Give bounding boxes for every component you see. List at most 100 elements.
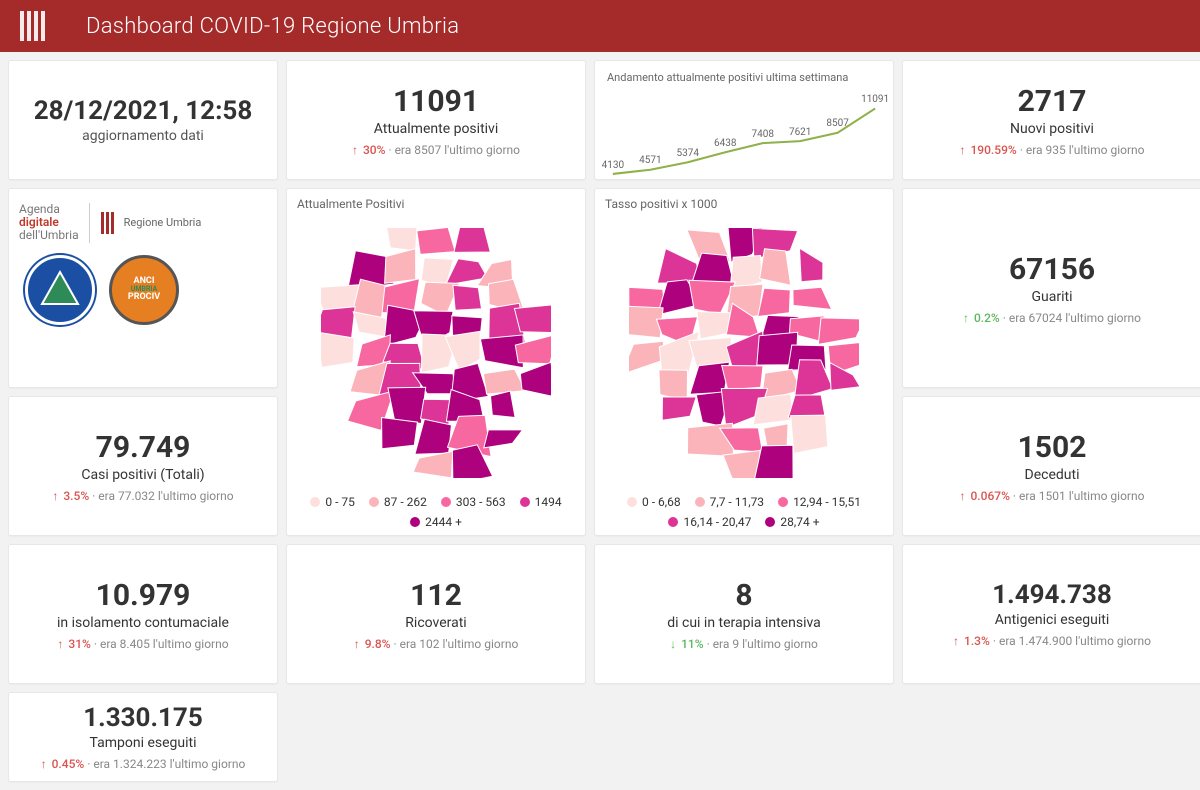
stat-label: in isolamento contumaciale bbox=[57, 615, 229, 631]
anci-prociv-badge: ANCI UMBRIA PROCIV bbox=[109, 255, 179, 325]
legend-item: 1494 bbox=[520, 495, 562, 509]
arrow-up-icon: ↑ bbox=[963, 311, 969, 325]
stat-value: 1.330.175 bbox=[83, 703, 203, 733]
legend-item: 7,7 - 11,73 bbox=[695, 495, 764, 509]
stat-pct: 1.3% bbox=[964, 634, 990, 648]
legend-item: 303 - 563 bbox=[441, 495, 506, 509]
map-region[interactable] bbox=[722, 366, 763, 390]
map-region[interactable] bbox=[514, 305, 551, 333]
map-region[interactable] bbox=[753, 394, 793, 425]
map-region[interactable] bbox=[417, 228, 455, 254]
stat-prev: era 8.405 l'ultimo giorno bbox=[100, 637, 229, 651]
card-guariti: 67156 Guariti ↑ 0.2% · era 67024 l'ultim… bbox=[902, 188, 1200, 388]
card-deceased: 1502 Deceduti ↑ 0.067% · era 1501 l'ulti… bbox=[902, 396, 1200, 536]
spark-point-label: 8507 bbox=[826, 118, 848, 129]
region-label: Regione Umbria bbox=[124, 216, 202, 229]
stat-value: 2717 bbox=[1018, 84, 1087, 119]
map-region[interactable] bbox=[791, 415, 828, 453]
stat-value: 1.494.738 bbox=[992, 580, 1112, 610]
stat-label: Ricoverati bbox=[405, 615, 466, 631]
spark-point-label: 4130 bbox=[602, 160, 624, 171]
arrow-up-icon: ↑ bbox=[352, 143, 358, 157]
map-region[interactable] bbox=[760, 249, 791, 285]
map-region[interactable] bbox=[794, 360, 833, 400]
card-antigen: 1.494.738 Antigenici eseguiti ↑ 1.3% · e… bbox=[902, 544, 1200, 684]
legend-dot-icon bbox=[627, 497, 637, 507]
map-region[interactable] bbox=[415, 419, 452, 454]
protezione-civile-badge bbox=[25, 255, 95, 325]
stat-prev: era 1.474.900 l'ultimo giorno bbox=[999, 634, 1151, 648]
stat-delta: ↑ 0.45% · era 1.324.223 l'ultimo giorno bbox=[41, 757, 246, 771]
stat-prev: era 935 l'ultimo giorno bbox=[1026, 143, 1145, 157]
arrow-up-icon: ↑ bbox=[960, 489, 966, 503]
legend-item: 0 - 75 bbox=[310, 495, 355, 509]
map-title: Attualmente Positivi bbox=[297, 197, 575, 211]
map-region[interactable] bbox=[385, 228, 417, 251]
legend-label: 87 - 262 bbox=[384, 495, 427, 509]
legend-dot-icon bbox=[441, 497, 451, 507]
legend-label: 7,7 - 11,73 bbox=[710, 495, 764, 509]
arrow-up-icon: ↑ bbox=[57, 637, 63, 651]
stat-label: Attualmente positivi bbox=[374, 121, 498, 137]
map-region[interactable] bbox=[793, 287, 832, 309]
map-region[interactable] bbox=[818, 318, 859, 345]
stat-delta: ↑ 1.3% · era 1.474.900 l'ultimo giorno bbox=[953, 634, 1151, 648]
map-region[interactable] bbox=[385, 249, 416, 284]
stat-value: 11091 bbox=[393, 84, 479, 119]
region-bars-icon bbox=[100, 211, 118, 235]
stat-delta: ↑ 0.067% · era 1501 l'ultimo giorno bbox=[960, 489, 1145, 503]
map-region[interactable] bbox=[520, 362, 551, 397]
card-hospitalized: 112 Ricoverati ↑ 9.8% · era 102 l'ultimo… bbox=[286, 544, 586, 684]
region-logo-icon bbox=[18, 9, 52, 43]
legend-dot-icon bbox=[695, 497, 705, 507]
stat-pct: 3.5% bbox=[63, 489, 89, 503]
map-region[interactable] bbox=[662, 397, 696, 420]
map-region[interactable] bbox=[723, 450, 760, 478]
map-title: Tasso positivi x 1000 bbox=[605, 197, 883, 211]
legend-dot-icon bbox=[778, 497, 788, 507]
region-small-logo: Regione Umbria bbox=[100, 211, 202, 235]
app-header: Dashboard COVID-19 Regione Umbria bbox=[0, 0, 1200, 52]
map-region[interactable] bbox=[388, 387, 426, 423]
card-map-positives[interactable]: Attualmente Positivi 0 - 75 87 - 262 303 -… bbox=[286, 188, 586, 536]
legend-dot-icon bbox=[765, 517, 775, 527]
stat-delta: ↑ 31% · era 8.405 l'ultimo giorno bbox=[57, 637, 228, 651]
stat-delta: ↑ 0.2% · era 67024 l'ultimo giorno bbox=[963, 311, 1141, 325]
stat-label: Guariti bbox=[1031, 289, 1072, 305]
card-logos: Agenda digitale dell'Umbria Regione Umbr… bbox=[8, 188, 278, 388]
map-region[interactable] bbox=[413, 451, 453, 478]
stat-pct: 9.8% bbox=[365, 637, 391, 651]
legend-item: 0 - 6,68 bbox=[627, 495, 681, 509]
map-region[interactable] bbox=[483, 369, 525, 394]
map-canvas[interactable] bbox=[297, 215, 575, 491]
arrow-up-icon: ↑ bbox=[52, 489, 58, 503]
stat-pct: 0.2% bbox=[974, 311, 1000, 325]
card-map-rate[interactable]: Tasso positivi x 1000 0 - 6,68 7,7 - 11,7… bbox=[594, 188, 894, 536]
map-region[interactable] bbox=[484, 430, 523, 448]
map-region[interactable] bbox=[321, 332, 354, 367]
map-region[interactable] bbox=[453, 285, 482, 310]
dashboard-grid: 28/12/2021, 12:58 aggiornamento dati 110… bbox=[0, 52, 1200, 790]
map-legend: 0 - 7587 - 262303 - 56314942444 + bbox=[297, 491, 575, 529]
legend-dot-icon bbox=[369, 497, 379, 507]
legend-dot-icon bbox=[668, 517, 678, 527]
spark-point-label: 11091 bbox=[861, 94, 889, 105]
map-region[interactable] bbox=[800, 248, 823, 282]
datetime-value: 28/12/2021, 12:58 bbox=[34, 96, 253, 126]
map-region[interactable] bbox=[353, 312, 389, 338]
legend-label: 16,14 - 20,47 bbox=[683, 515, 751, 529]
map-canvas[interactable] bbox=[605, 215, 883, 491]
stat-pct: 0.45% bbox=[52, 757, 85, 771]
map-region[interactable] bbox=[454, 228, 490, 252]
card-icu: 8 di cui in terapia intensiva ↓ 11% · er… bbox=[594, 544, 894, 684]
stat-pct: 30% bbox=[363, 143, 385, 157]
stat-pct: 0.067% bbox=[970, 489, 1009, 503]
stat-prev: era 9 l'ultimo giorno bbox=[713, 637, 818, 651]
map-region[interactable] bbox=[382, 418, 418, 449]
spark-point-label: 7408 bbox=[751, 129, 773, 140]
legend-label: 303 - 563 bbox=[456, 495, 506, 509]
legend-item: 12,94 - 15,51 bbox=[778, 495, 861, 509]
map-region[interactable] bbox=[758, 288, 791, 316]
stat-pct: 190.59% bbox=[970, 143, 1016, 157]
map-region[interactable] bbox=[491, 391, 516, 418]
